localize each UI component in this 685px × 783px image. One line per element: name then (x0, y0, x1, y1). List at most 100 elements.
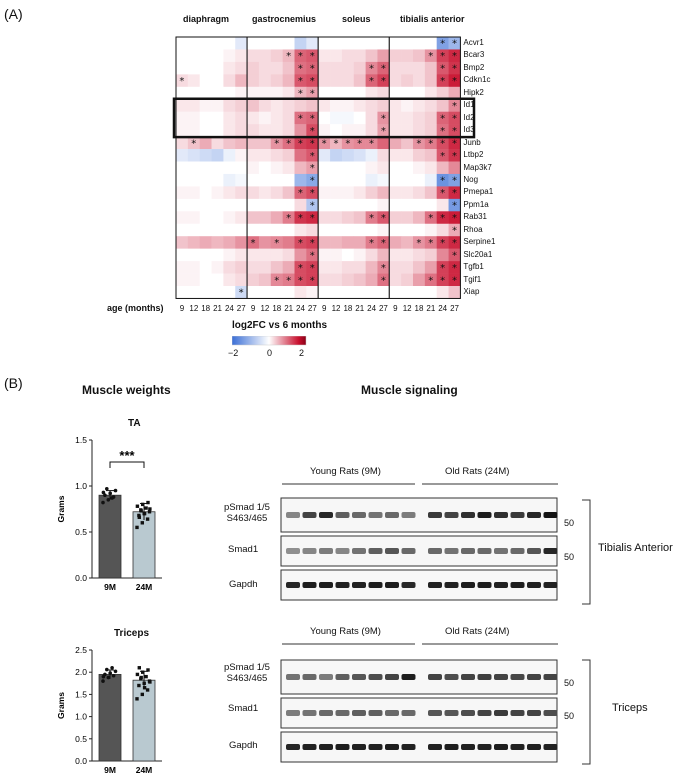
blot-band (461, 710, 475, 716)
significance-star: * (452, 101, 457, 112)
heatmap-cell (176, 37, 189, 50)
blot-band (368, 582, 383, 588)
heatmap-cell (341, 136, 355, 150)
significance-star: * (369, 138, 374, 149)
significance-star: * (440, 275, 445, 286)
y-axis-label: Grams (56, 692, 66, 719)
heatmap-cell (270, 173, 283, 187)
mw-marker-tri-2: 50 (564, 711, 575, 721)
heatmap-cell (413, 211, 426, 225)
age-tick-label: 18 (414, 304, 424, 313)
heatmap-cell (211, 124, 224, 137)
heatmap-cell (176, 111, 189, 125)
significance-star: * (369, 76, 374, 87)
heatmap-cell (199, 186, 212, 200)
heatmap-cell (187, 198, 200, 212)
heatmap-cell (341, 37, 355, 50)
blot-label-gapdh-tri: Gapdh (229, 740, 258, 751)
heatmap-cell (235, 236, 248, 249)
heatmap-cell (294, 273, 307, 287)
heatmap-cell (424, 236, 437, 249)
heatmap-cell (330, 223, 343, 237)
heatmap-cell (294, 136, 307, 150)
heatmap-cell (413, 111, 426, 125)
heatmap-cell (413, 248, 426, 262)
heatmap-cell (187, 286, 200, 299)
heatmap-cell (413, 74, 426, 88)
heatmap-cell (294, 111, 307, 125)
heatmap-cell (436, 149, 449, 162)
y-tick-label: 2.5 (75, 645, 87, 655)
heatmap-cell (223, 173, 236, 187)
heatmap-cell (330, 136, 343, 150)
significance-star: * (381, 238, 386, 249)
data-point (106, 675, 111, 680)
heatmap-cell (247, 86, 260, 100)
blot-band (494, 744, 508, 750)
heatmap-cell (401, 161, 414, 175)
blot-band (461, 582, 475, 588)
significance-star: * (310, 201, 315, 212)
heatmap-cell (436, 49, 449, 63)
heatmap-cell (223, 49, 236, 63)
heatmap-cell (341, 286, 355, 299)
significance-star: * (452, 39, 457, 50)
heatmap-cell (258, 49, 272, 63)
heatmap-cell (413, 161, 426, 175)
heatmap-cell (353, 111, 366, 125)
heatmap-cell (341, 49, 355, 63)
heatmap-cell (247, 37, 260, 50)
heatmap-cell (306, 124, 319, 137)
data-point (135, 504, 140, 508)
heatmap-cell (365, 37, 378, 50)
significance-star: * (310, 64, 315, 75)
heatmap-cell (401, 248, 414, 262)
heatmap-cell (235, 173, 248, 187)
data-point (146, 500, 150, 505)
heatmap-cell (258, 149, 272, 162)
ta-chart-title: TA (128, 418, 141, 429)
heatmap-cell (318, 236, 331, 249)
blot-band (302, 548, 317, 554)
blot-band (302, 744, 317, 750)
bar (98, 674, 122, 762)
heatmap-cell (282, 161, 295, 175)
heatmap-cell (401, 49, 414, 63)
mw-marker-ta-1: 50 (564, 518, 575, 528)
heatmap-cell (365, 261, 378, 274)
heatmap-cell (235, 136, 248, 150)
significance-star: * (452, 176, 457, 187)
age-tick-label: 21 (284, 304, 294, 313)
heatmap-cell (247, 186, 260, 200)
heatmap-cell (211, 236, 224, 249)
heatmap-cell (377, 186, 390, 200)
heatmap-cell (377, 136, 390, 150)
heatmap-cell (306, 186, 319, 200)
heatmap-cell (235, 37, 248, 50)
heatmap-cell (436, 111, 449, 125)
significance-star: * (381, 213, 386, 224)
heatmap-cell (211, 186, 224, 200)
heatmap-cell (330, 261, 343, 274)
gene-label: Ltbp2 (463, 150, 484, 160)
significance-star: * (369, 64, 374, 75)
heatmap-cell (353, 37, 366, 50)
heatmap-cell (270, 99, 283, 112)
blot-band (543, 512, 558, 518)
heatmap-cell (294, 173, 307, 187)
blot-label-gapdh-ta: Gapdh (229, 579, 258, 590)
heatmap-cell (247, 111, 260, 125)
heatmap-cell (176, 136, 189, 150)
significance-star: * (298, 138, 303, 149)
data-point (106, 498, 111, 502)
heatmap-cell (258, 186, 272, 200)
y-tick-label: 1.0 (75, 481, 87, 491)
significance-star: * (428, 138, 433, 149)
heatmap-cell (353, 198, 366, 212)
heatmap-cell (270, 186, 283, 200)
heatmap-cell (436, 273, 449, 287)
blot-band (543, 744, 558, 750)
heatmap-cell (401, 261, 414, 274)
blot-band (319, 548, 333, 554)
significance-label: *** (119, 448, 135, 463)
